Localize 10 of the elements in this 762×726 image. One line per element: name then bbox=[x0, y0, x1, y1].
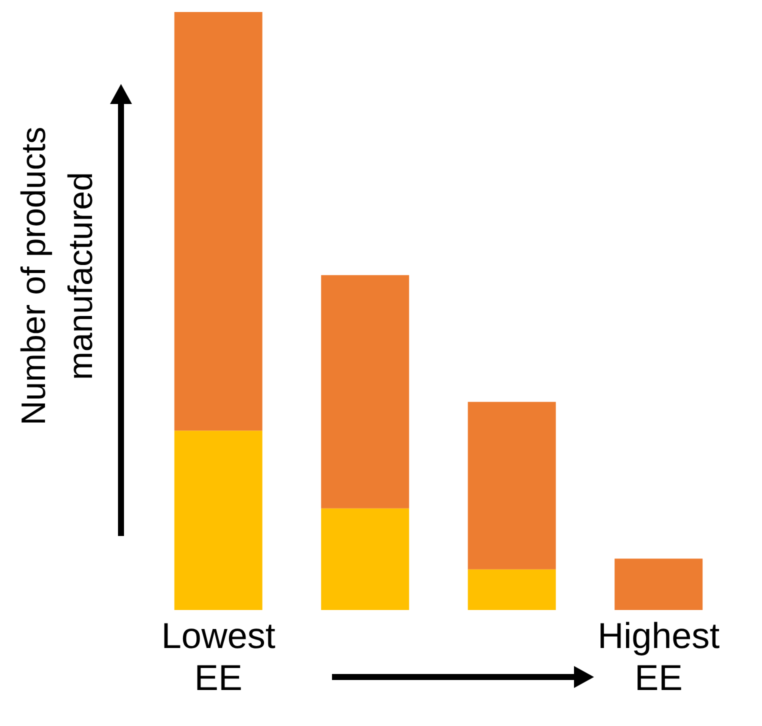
x-tick-label: Highest EE bbox=[598, 615, 720, 698]
bar bbox=[321, 275, 410, 508]
bar bbox=[321, 508, 410, 610]
bar bbox=[614, 558, 703, 610]
bar bbox=[468, 402, 556, 570]
bar bbox=[468, 569, 556, 610]
bar bbox=[174, 12, 262, 431]
x-tick-label: Lowest EE bbox=[161, 615, 276, 698]
bar bbox=[174, 430, 262, 610]
y-axis-title: Number of products manufactured bbox=[15, 126, 100, 426]
